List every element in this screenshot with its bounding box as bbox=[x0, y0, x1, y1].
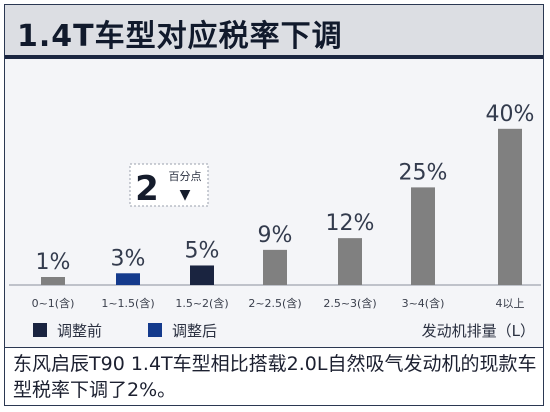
bar-2 bbox=[190, 265, 214, 285]
annotation-text: 百分点 bbox=[169, 170, 202, 183]
bar-4 bbox=[338, 238, 362, 285]
caption-box: 东风启辰T90 1.4T车型相比搭载2.0L自然吸气发动机的现款车型税率下调了2… bbox=[5, 347, 543, 405]
data-label-2: 5% bbox=[185, 238, 220, 263]
bar-1 bbox=[116, 273, 140, 285]
data-label-5: 25% bbox=[399, 160, 448, 185]
legend-label-after: 调整后 bbox=[172, 322, 217, 340]
bar-0 bbox=[41, 277, 65, 285]
chart-title: 1.4T车型对应税率下调 bbox=[17, 19, 343, 54]
tick-label-4: 2.5~3(含) bbox=[323, 296, 376, 310]
caption-text: 东风启辰T90 1.4T车型相比搭载2.0L自然吸气发动机的现款车型税率下调了2… bbox=[13, 353, 537, 401]
data-label-0: 1% bbox=[36, 250, 71, 275]
bar-3 bbox=[263, 249, 287, 285]
bar-chart: 1% 0~1(含) 3% 1~1.5(含) 5% 1.5~2(含) 9% 2~2.5(含) 12… bbox=[9, 102, 541, 340]
tick-label-0: 0~1(含) bbox=[32, 296, 75, 310]
data-label-3: 9% bbox=[258, 223, 293, 248]
legend-swatch-after bbox=[148, 323, 162, 337]
x-axis-title: 发动机排量（L） bbox=[422, 322, 535, 340]
annotation-box bbox=[129, 163, 209, 207]
annotation-number: 2 bbox=[135, 169, 159, 209]
data-label-6: 40% bbox=[486, 102, 535, 127]
bar-6 bbox=[498, 128, 522, 285]
tick-label-2: 1.5~2(含) bbox=[175, 296, 228, 310]
tick-label-1: 1~1.5(含) bbox=[101, 296, 154, 310]
tick-label-6: 4以上 bbox=[496, 297, 525, 310]
tick-label-5: 3~4(含) bbox=[402, 296, 445, 310]
legend-label-before: 调整前 bbox=[57, 322, 102, 340]
data-label-1: 3% bbox=[111, 246, 146, 271]
data-label-4: 12% bbox=[326, 211, 375, 236]
tick-label-3: 2~2.5(含) bbox=[248, 296, 301, 310]
title-bar: 1.4T车型对应税率下调 bbox=[5, 5, 543, 59]
legend-swatch-before bbox=[33, 323, 47, 337]
annotation-arrow-icon: ▼ bbox=[180, 187, 191, 203]
chart-frame: 1.4T车型对应税率下调 1% 0~1(含) 3% 1~1.5(含) 5% 1.5~2(含… bbox=[4, 4, 544, 406]
bar-5 bbox=[411, 187, 435, 285]
